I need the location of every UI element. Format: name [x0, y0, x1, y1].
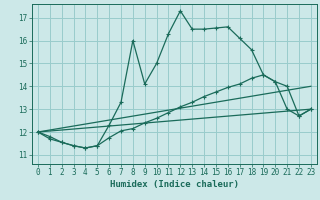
X-axis label: Humidex (Indice chaleur): Humidex (Indice chaleur)	[110, 180, 239, 189]
